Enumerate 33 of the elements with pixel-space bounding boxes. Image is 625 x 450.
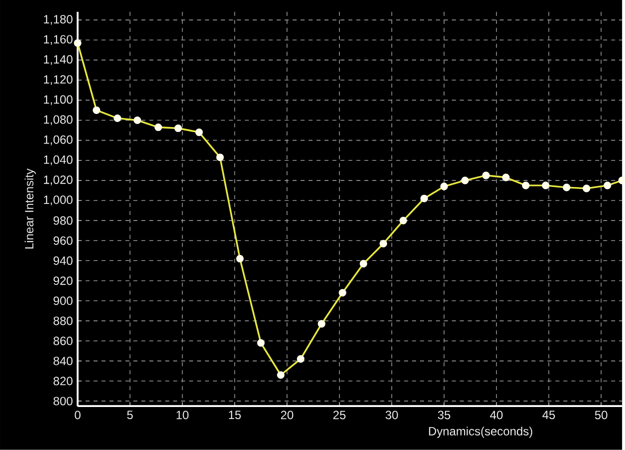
- y-tick-label: 860: [54, 336, 72, 346]
- y-tick-label: 920: [54, 276, 72, 286]
- x-axis-title: Dynamics(seconds): [429, 426, 532, 438]
- y-tick-label: 960: [54, 236, 72, 245]
- y-tick-label: 880: [54, 316, 72, 326]
- y-tick-label: 1,160: [44, 35, 72, 46]
- y-tick-label: 1,020: [44, 176, 72, 186]
- y-axis-title: Linear Intensity: [24, 168, 36, 249]
- y-tick-label: 1,060: [44, 135, 72, 146]
- y-tick-label: 1,040: [44, 155, 72, 166]
- x-tick-label: 25: [333, 410, 346, 420]
- y-tick-label: 820: [54, 376, 72, 386]
- y-tick-label: 1,100: [44, 95, 72, 106]
- y-tick-label: 800: [54, 396, 72, 406]
- y-tick-label: 1,000: [44, 196, 72, 206]
- y-tick-label: 980: [54, 216, 72, 225]
- x-tick-label: 0: [74, 410, 80, 420]
- y-tick-label: 1,140: [44, 55, 72, 66]
- x-tick-label: 35: [438, 410, 450, 420]
- y-tick-label: 1,080: [44, 115, 72, 126]
- x-tick-label: 5: [127, 410, 133, 420]
- y-tick-label: 900: [54, 296, 72, 306]
- x-tick-label: 45: [542, 410, 555, 420]
- x-tick-label: 15: [228, 410, 241, 420]
- y-tick-label: 1,120: [44, 75, 72, 86]
- y-tick-label: 1,180: [44, 15, 72, 25]
- y-tick-label: 840: [54, 356, 72, 366]
- x-tick-label: 20: [281, 410, 294, 420]
- y-tick-label: 940: [54, 256, 72, 265]
- x-tick-label: 30: [386, 410, 398, 420]
- x-tick-label: 10: [176, 410, 189, 420]
- x-tick-label: 40: [490, 410, 503, 420]
- x-tick-label: 50: [594, 410, 608, 420]
